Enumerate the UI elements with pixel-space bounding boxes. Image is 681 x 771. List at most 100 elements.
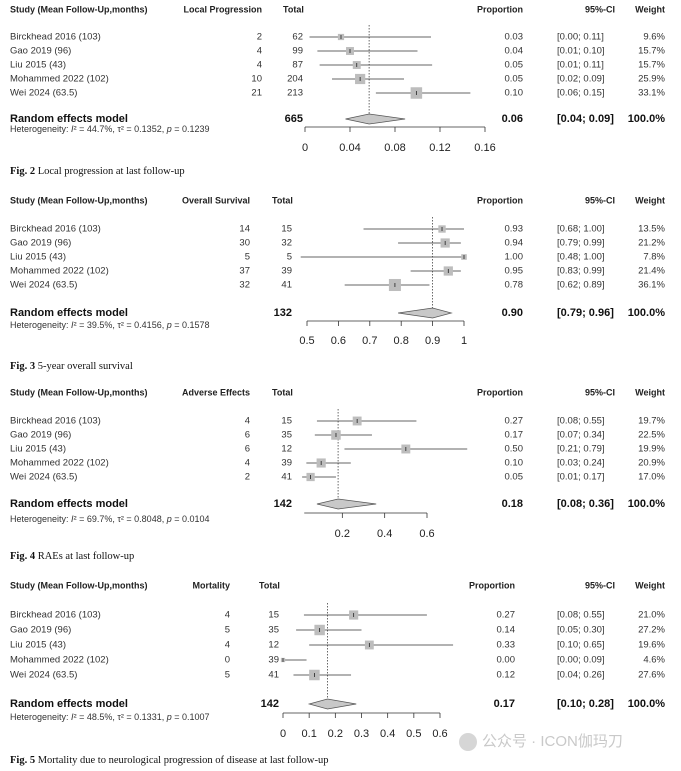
- proportion-value: 0.04: [505, 46, 524, 57]
- het-part: I: [71, 320, 74, 330]
- pooled-diamond: [307, 698, 357, 710]
- pooled-diamond: [316, 498, 377, 510]
- pooled-total: 142: [261, 698, 279, 710]
- study-column-header: Study (Mean Follow-Up,months): [10, 4, 148, 14]
- forest-plot-fig-4: Study (Mean Follow-Up,months) Adverse Eff…: [10, 387, 666, 562]
- het-part: ²: [74, 514, 77, 524]
- study-column-header: Study (Mean Follow-Up,months): [10, 387, 148, 397]
- pooled-proportion: 0.90: [502, 307, 523, 319]
- x-tick-label: 0.3: [354, 728, 369, 740]
- x-tick-label: 0: [280, 728, 286, 740]
- ci-value: [0.06; 0.15]: [557, 88, 605, 99]
- ci-value: [0.79; 0.99]: [557, 238, 605, 249]
- caption-text: Mortality due to neurological progressio…: [38, 755, 329, 766]
- pooled-ci: [0.08; 0.36]: [557, 498, 614, 510]
- het-part: 44.7%: [87, 124, 113, 134]
- events-column-header: Adverse Effects: [182, 387, 250, 397]
- weight-value: 7.8%: [643, 252, 665, 263]
- study-row: Gao 2019 (96) 5 35 0.14 [0.05; 0.30] 27.2%: [10, 625, 666, 636]
- event-count: 5: [225, 625, 230, 636]
- ci-value: [0.62; 0.89]: [557, 280, 605, 291]
- pooled-total: 132: [274, 307, 292, 319]
- heterogeneity-text: Heterogeneity: I² = 69.7%, τ² = 0.8048, …: [10, 514, 210, 524]
- study-row: Birckhead 2016 (103) 2 62 0.03 [0.00; 0.11] 9…: [10, 32, 666, 43]
- study-row: Liu 2015 (43) 5 5 1.00 [0.48; 1.00] 7.8%: [10, 252, 666, 263]
- x-tick-label: 0.5: [299, 335, 314, 347]
- het-part: ²: [74, 124, 77, 134]
- pooled-ci: [0.04; 0.09]: [557, 113, 614, 125]
- het-part: ,: [162, 124, 167, 134]
- weight-value: 33.1%: [638, 88, 665, 99]
- ci-column-header: 95%-CI: [585, 580, 615, 590]
- weight-value: 4.6%: [643, 655, 665, 666]
- event-count: 4: [257, 60, 262, 71]
- het-part: ,: [162, 320, 167, 330]
- proportion-value: 0.78: [505, 280, 524, 291]
- events-column-header: Mortality: [192, 580, 230, 590]
- x-tick-label: 0.6: [331, 335, 346, 347]
- weight-value: 20.9%: [638, 458, 665, 469]
- weight-value: 9.6%: [643, 32, 665, 43]
- event-count: 5: [225, 670, 230, 681]
- ci-column-header: 95%-CI: [585, 195, 615, 205]
- ci-column-header: 95%-CI: [585, 4, 615, 14]
- event-count: 37: [239, 266, 250, 277]
- study-name: Liu 2015 (43): [10, 444, 66, 455]
- weight-value: 21.4%: [638, 266, 665, 277]
- ci-value: [0.10; 0.65]: [557, 640, 605, 651]
- study-column-header: Study (Mean Follow-Up,months): [10, 195, 148, 205]
- event-count: 4: [225, 640, 230, 651]
- total-count: 35: [281, 430, 292, 441]
- pooled-weight: 100.0%: [628, 113, 666, 125]
- study-name: Wei 2024 (63.5): [10, 280, 77, 291]
- pooled-ci: [0.10; 0.28]: [557, 698, 614, 710]
- study-row: Liu 2015 (43) 6 12 0.50 [0.21; 0.79] 19.9%: [10, 444, 666, 455]
- heterogeneity-text: Heterogeneity: I² = 39.5%, τ² = 0.4156, …: [10, 320, 210, 330]
- proportion-value: 0.17: [505, 430, 524, 441]
- event-count: 4: [245, 458, 250, 469]
- proportion-value: 0.33: [497, 640, 516, 651]
- total-count: 35: [268, 625, 279, 636]
- het-part: =: [172, 712, 182, 722]
- event-count: 4: [257, 46, 262, 57]
- study-name: Birckhead 2016 (103): [10, 416, 101, 427]
- het-part: =: [77, 712, 87, 722]
- het-part: Heterogeneity:: [10, 124, 71, 134]
- figure-number: Fig. 5: [10, 755, 35, 766]
- random-effects-label: Random effects model: [10, 307, 128, 319]
- study-row: Gao 2019 (96) 6 35 0.17 [0.07; 0.34] 22.5%: [10, 430, 666, 441]
- het-part: p: [166, 712, 172, 722]
- x-tick-label: 0.4: [377, 528, 392, 540]
- weight-value: 36.1%: [638, 280, 665, 291]
- total-count: 41: [281, 472, 292, 483]
- study-row: Wei 2024 (63.5) 5 41 0.12 [0.04; 0.26] 27.6%: [10, 670, 666, 681]
- study-row: Wei 2024 (63.5) 32 41 0.78 [0.62; 0.89] 36.1%: [10, 278, 666, 292]
- event-count: 14: [239, 224, 250, 235]
- events-column-header: Overall Survival: [182, 195, 250, 205]
- study-name: Mohammed 2022 (102): [10, 458, 109, 469]
- event-count: 10: [251, 74, 262, 85]
- het-part: , τ² =: [112, 514, 134, 524]
- pooled-diamond: [398, 307, 453, 319]
- weight-value: 19.9%: [638, 444, 665, 455]
- study-name: Liu 2015 (43): [10, 60, 66, 71]
- weight-value: 19.7%: [638, 416, 665, 427]
- study-row: Birckhead 2016 (103) 4 15 0.27 [0.08; 0.55] 1…: [10, 416, 666, 427]
- total-count: 12: [268, 640, 279, 651]
- ci-value: [0.08; 0.55]: [557, 416, 605, 427]
- x-tick-label: 0.8: [394, 335, 409, 347]
- total-count: 39: [268, 655, 279, 666]
- pooled-total: 142: [274, 498, 292, 510]
- study-name: Wei 2024 (63.5): [10, 670, 77, 681]
- proportion-value: 0.50: [505, 444, 524, 455]
- event-count: 0: [225, 655, 230, 666]
- weight-column-header: Weight: [635, 4, 665, 14]
- ci-column-header: 95%-CI: [585, 387, 615, 397]
- watermark-text: 公众号 · ICON伽玛刀: [482, 733, 623, 750]
- ci-value: [0.08; 0.55]: [557, 610, 605, 621]
- total-column-header: Total: [272, 195, 293, 205]
- het-part: 69.7%: [87, 514, 113, 524]
- weight-value: 17.0%: [638, 472, 665, 483]
- study-name: Mohammed 2022 (102): [10, 655, 109, 666]
